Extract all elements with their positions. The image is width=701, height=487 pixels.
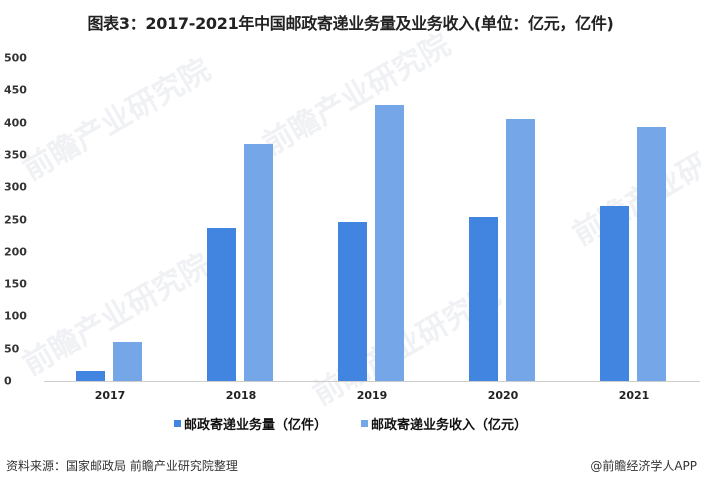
x-tick-label: 2018	[225, 389, 257, 402]
source-note: 资料来源：国家邮政局 前瞻产业研究院整理	[6, 459, 238, 473]
legend-item-revenue[interactable]: 邮政寄递业务收入（亿元）	[361, 414, 527, 433]
bar-revenue	[375, 105, 404, 381]
legend-swatch-revenue	[361, 420, 368, 427]
bar-revenue	[113, 342, 142, 381]
y-tick-label: 50	[4, 342, 20, 356]
legend-item-volume[interactable]: 邮政寄递业务量（亿件）	[173, 414, 327, 433]
y-tick-label: 350	[4, 148, 27, 162]
watermark: 前瞻产业研究院	[17, 52, 217, 188]
bar-revenue	[244, 143, 273, 381]
x-tick-label: 2017	[94, 389, 126, 402]
legend-label-volume: 邮政寄递业务量（亿件）	[183, 418, 327, 433]
y-tick-label: 300	[4, 180, 27, 194]
bar-volume	[338, 222, 367, 381]
bar-volume	[469, 216, 498, 381]
bar-volume	[76, 371, 105, 381]
bar-revenue	[506, 118, 535, 381]
y-tick-label: 0	[4, 374, 12, 388]
x-tick-label: 2020	[487, 389, 519, 402]
y-tick-label: 100	[4, 309, 27, 323]
y-tick-label: 450	[4, 83, 27, 97]
credit-note: @前瞻经济学人APP	[590, 459, 697, 473]
y-tick-label: 150	[4, 277, 27, 291]
chart-plot-area: 前瞻产业研究院 前瞻产业研究院 前瞻产业研究院 前瞻产业研究院 前瞻产业研究院 …	[4, 27, 701, 412]
x-axis-line	[44, 381, 700, 382]
watermark: 前瞻产业研究院	[567, 117, 701, 253]
x-tick-label: 2019	[356, 389, 388, 402]
legend-label-revenue: 邮政寄递业务收入（亿元）	[371, 418, 528, 433]
y-tick-label: 200	[4, 245, 27, 259]
watermark: 前瞻产业研究院	[257, 27, 457, 163]
y-tick-label: 500	[4, 51, 27, 65]
bar-revenue	[637, 127, 666, 381]
y-tick-label: 400	[4, 116, 27, 130]
x-tick-label: 2021	[618, 389, 650, 402]
legend: 邮政寄递业务量（亿件） 邮政寄递业务收入（亿元）	[0, 414, 701, 433]
bar-volume	[207, 227, 236, 381]
bar-volume	[600, 205, 629, 381]
chart-title: 图表3：2017-2021年中国邮政寄递业务量及业务收入(单位：亿元，亿件)	[87, 14, 614, 33]
y-tick-label: 250	[4, 213, 27, 226]
legend-swatch-volume	[173, 420, 181, 427]
